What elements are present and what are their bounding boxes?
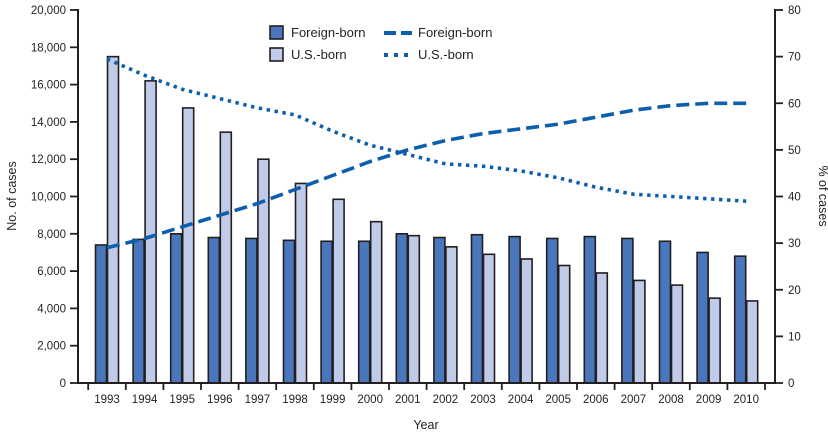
y-left-tick-label: 18,000 — [31, 42, 66, 54]
y-left-tick-label: 2,000 — [37, 341, 66, 353]
legend-swatch-u-s-born — [269, 47, 284, 62]
axes-layer: 0 2,000 4,000 6,000 8,000 10,000 12,000 14,000 1… — [31, 5, 801, 406]
legend-label: U.S.-born — [418, 47, 474, 62]
y-right-tick-label: 20 — [788, 285, 801, 297]
x-tick-label: 2004 — [508, 394, 534, 406]
y-left-tick-label: 8,000 — [37, 229, 66, 241]
bar-u-s-born-2009 — [708, 297, 721, 384]
y-axis-left-title: No. of cases — [5, 161, 19, 230]
y-left-tick-label: 10,000 — [31, 192, 66, 204]
bar-u-s-born-1998 — [294, 182, 308, 384]
bar-foreign-born-2004 — [508, 235, 521, 384]
y-left-tick-label: 20,000 — [31, 5, 66, 17]
x-tick-label: 2009 — [696, 394, 722, 406]
bar-foreign-born-2003 — [470, 233, 484, 384]
y-left-tick-label: 12,000 — [31, 154, 66, 166]
x-tick-label: 2005 — [545, 394, 571, 406]
x-tick-label: 2001 — [395, 394, 421, 406]
y-right-tick-label: 50 — [788, 145, 801, 157]
bar-u-s-born-1994 — [144, 80, 157, 384]
bars-layer — [94, 55, 759, 384]
bar-u-s-born-1996 — [219, 131, 233, 384]
bar-foreign-born-1996 — [207, 236, 221, 384]
bar-u-s-born-2007 — [633, 279, 646, 384]
bar-u-s-born-1997 — [257, 158, 270, 384]
x-tick-label: 1993 — [94, 394, 120, 406]
bar-foreign-born-1995 — [169, 233, 183, 384]
x-tick-label: 1994 — [132, 394, 158, 406]
bar-foreign-born-1994 — [132, 238, 145, 384]
bar-u-s-born-2001 — [407, 234, 421, 384]
y-right-tick-label: 30 — [788, 238, 801, 250]
x-tick-label: 1995 — [169, 394, 195, 406]
x-axis-title: Year — [413, 418, 438, 432]
bar-u-s-born-2005 — [557, 264, 571, 384]
line-foreign-born-percent — [106, 101, 747, 250]
legend-label: U.S.-born — [291, 47, 347, 62]
y-left-tick-label: 14,000 — [31, 117, 66, 129]
bar-u-s-born-2003 — [482, 253, 496, 384]
lines-layer — [106, 57, 747, 250]
bar-u-s-born-2008 — [670, 284, 684, 384]
x-tick-label: 2008 — [658, 394, 684, 406]
bar-foreign-born-2008 — [658, 240, 672, 384]
bar-foreign-born-2001 — [395, 233, 409, 384]
bar-foreign-born-2010 — [733, 255, 747, 384]
bar-foreign-born-1997 — [245, 237, 258, 384]
y-right-tick-label: 0 — [788, 378, 794, 390]
bar-foreign-born-2006 — [583, 235, 597, 384]
bar-foreign-born-2000 — [357, 240, 371, 384]
bar-foreign-born-2009 — [696, 251, 709, 384]
x-tick-label: 2006 — [583, 394, 609, 406]
y-right-tick-label: 40 — [788, 192, 801, 204]
bar-u-s-born-2000 — [369, 220, 383, 384]
y-right-tick-label: 80 — [788, 5, 801, 17]
y-left-tick-label: 4,000 — [37, 303, 66, 315]
legend-swatch-foreign-born — [269, 25, 284, 40]
legend: Foreign-born U.S.-born Foreign-born U.S.-bo… — [269, 25, 492, 62]
y-right-tick-label: 70 — [788, 52, 801, 64]
y-left-tick-label: 6,000 — [37, 266, 66, 278]
x-tick-label: 2000 — [357, 394, 383, 406]
y-axis-right-title: % of cases — [816, 165, 828, 226]
bar-foreign-born-1999 — [320, 240, 333, 384]
bar-u-s-born-2004 — [520, 258, 533, 384]
x-tick-label: 1997 — [245, 394, 271, 406]
bar-foreign-born-2007 — [621, 237, 634, 384]
bar-foreign-born-1993 — [94, 244, 108, 384]
bar-u-s-born-1993 — [106, 55, 120, 384]
bar-foreign-born-1998 — [282, 239, 296, 384]
line-u-s-born-percent — [106, 57, 747, 203]
x-tick-label: 2002 — [433, 394, 459, 406]
x-tick-label: 2003 — [470, 394, 496, 406]
bar-u-s-born-2010 — [745, 300, 759, 384]
bar-u-s-born-1999 — [332, 198, 345, 384]
bar-u-s-born-1995 — [181, 107, 195, 384]
y-left-tick-label: 16,000 — [31, 80, 66, 92]
legend-label: Foreign-born — [418, 25, 492, 40]
bar-u-s-born-2006 — [595, 272, 609, 384]
legend-label: Foreign-born — [291, 25, 365, 40]
y-right-tick-label: 10 — [788, 331, 801, 343]
bar-foreign-born-2005 — [545, 237, 559, 384]
x-tick-label: 1998 — [282, 394, 308, 406]
x-tick-label: 2010 — [733, 394, 759, 406]
bar-u-s-born-2002 — [445, 246, 458, 384]
y-left-tick-label: 0 — [60, 378, 66, 390]
y-right-tick-label: 60 — [788, 98, 801, 110]
bar-foreign-born-2002 — [433, 236, 446, 384]
x-tick-label: 1996 — [207, 394, 233, 406]
x-tick-label: 2007 — [621, 394, 647, 406]
x-tick-label: 1999 — [320, 394, 346, 406]
